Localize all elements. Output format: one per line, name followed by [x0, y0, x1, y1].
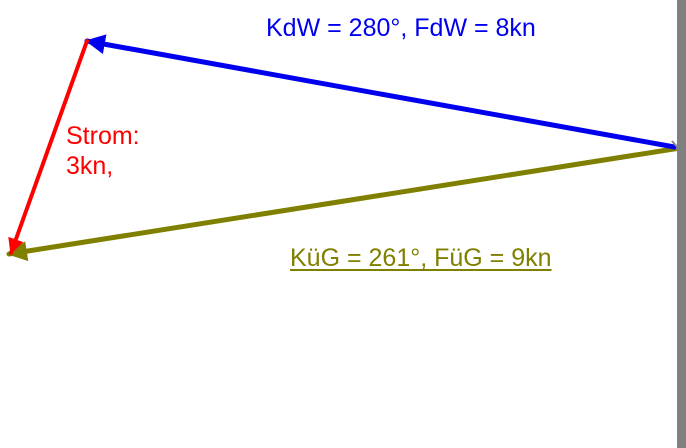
- course-through-water-label: KdW = 280°, FdW = 8kn: [266, 14, 536, 42]
- current-arrow: [8, 39, 89, 255]
- current-label: Strom: 3kn,: [66, 121, 140, 181]
- current-label-line2: 3kn,: [66, 152, 114, 180]
- course-over-ground-arrow: [6, 145, 683, 262]
- current-label-line1: Strom:: [66, 122, 140, 150]
- course-over-ground-label: KüG = 261°, FüG = 9kn: [290, 244, 552, 272]
- course-through-water-arrow: [84, 34, 683, 151]
- right-border: [677, 0, 686, 448]
